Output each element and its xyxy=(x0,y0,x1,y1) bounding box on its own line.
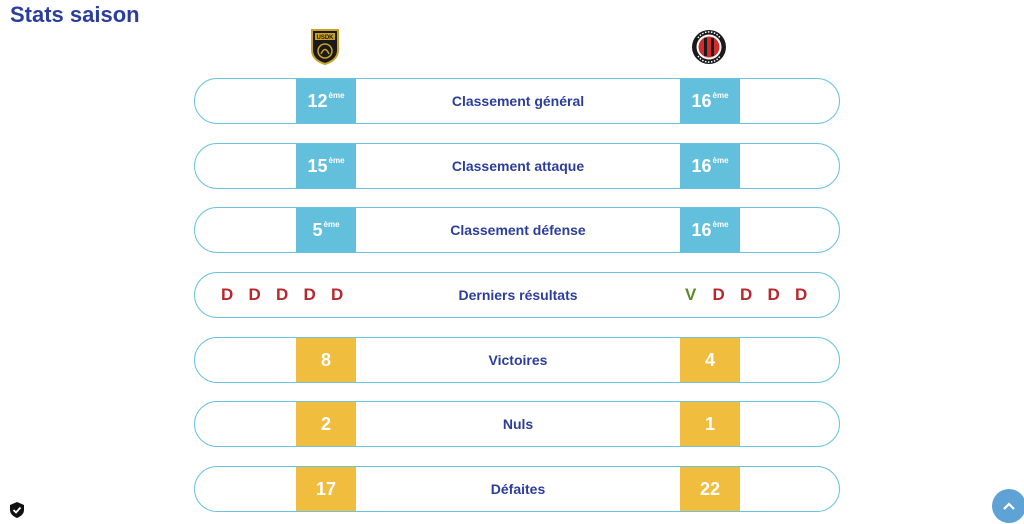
svg-text:USDK: USDK xyxy=(316,35,334,41)
home-rank-value: 5 ème xyxy=(296,208,356,252)
result-badge: D xyxy=(795,285,808,304)
stat-row-classement-attaque: 15 ème Classement attaque 16 ème xyxy=(194,143,840,189)
stat-row-defaites: 17 Défaites 22 xyxy=(194,466,840,512)
stat-label: Défaites xyxy=(490,481,546,497)
home-recent-results: D D D D D xyxy=(221,273,359,317)
stat-label: Classement attaque xyxy=(451,158,585,174)
home-count-value: 2 xyxy=(296,402,356,446)
us-ivry-club-logo-icon xyxy=(690,28,728,66)
result-badge: D xyxy=(767,285,780,304)
shield-check-icon[interactable] xyxy=(8,501,26,519)
result-badge: D xyxy=(303,285,316,304)
stat-label: Derniers résultats xyxy=(458,287,578,303)
stat-row-derniers-resultats: D D D D D Derniers résultats V D D D D xyxy=(194,272,840,318)
away-count-value: 22 xyxy=(680,467,740,511)
home-count-value: 17 xyxy=(296,467,356,511)
away-rank-value: 16 ème xyxy=(680,208,740,252)
stat-row-victoires: 8 Victoires 4 xyxy=(194,337,840,383)
stat-row-classement-defense: 5 ème Classement défense 16 ème xyxy=(194,207,840,253)
result-badge: D xyxy=(740,285,753,304)
stat-label: Classement général xyxy=(451,93,585,109)
home-rank-value: 15 ème xyxy=(296,144,356,188)
chevron-up-icon xyxy=(1003,502,1015,510)
scroll-to-top-button[interactable] xyxy=(992,489,1024,523)
stat-label: Classement défense xyxy=(450,222,586,238)
away-rank-value: 16 ème xyxy=(680,79,740,123)
away-rank-value: 16 ème xyxy=(680,144,740,188)
result-badge: D xyxy=(221,285,234,304)
away-count-value: 4 xyxy=(680,338,740,382)
result-badge: D xyxy=(276,285,289,304)
away-count-value: 1 xyxy=(680,402,740,446)
result-badge: D xyxy=(331,285,344,304)
result-badge: D xyxy=(712,285,725,304)
home-count-value: 8 xyxy=(296,338,356,382)
result-badge: V xyxy=(685,285,697,304)
stat-label: Victoires xyxy=(488,352,548,368)
usdk-club-logo-icon: USDK xyxy=(306,28,344,66)
stat-label: Nuls xyxy=(502,416,534,432)
home-rank-value: 12 ème xyxy=(296,79,356,123)
page-title: Stats saison xyxy=(10,2,140,27)
stat-row-nuls: 2 Nuls 1 xyxy=(194,401,840,447)
away-recent-results: V D D D D xyxy=(685,273,823,317)
result-badge: D xyxy=(248,285,261,304)
stat-row-classement-general: 12 ème Classement général 16 ème xyxy=(194,78,840,124)
